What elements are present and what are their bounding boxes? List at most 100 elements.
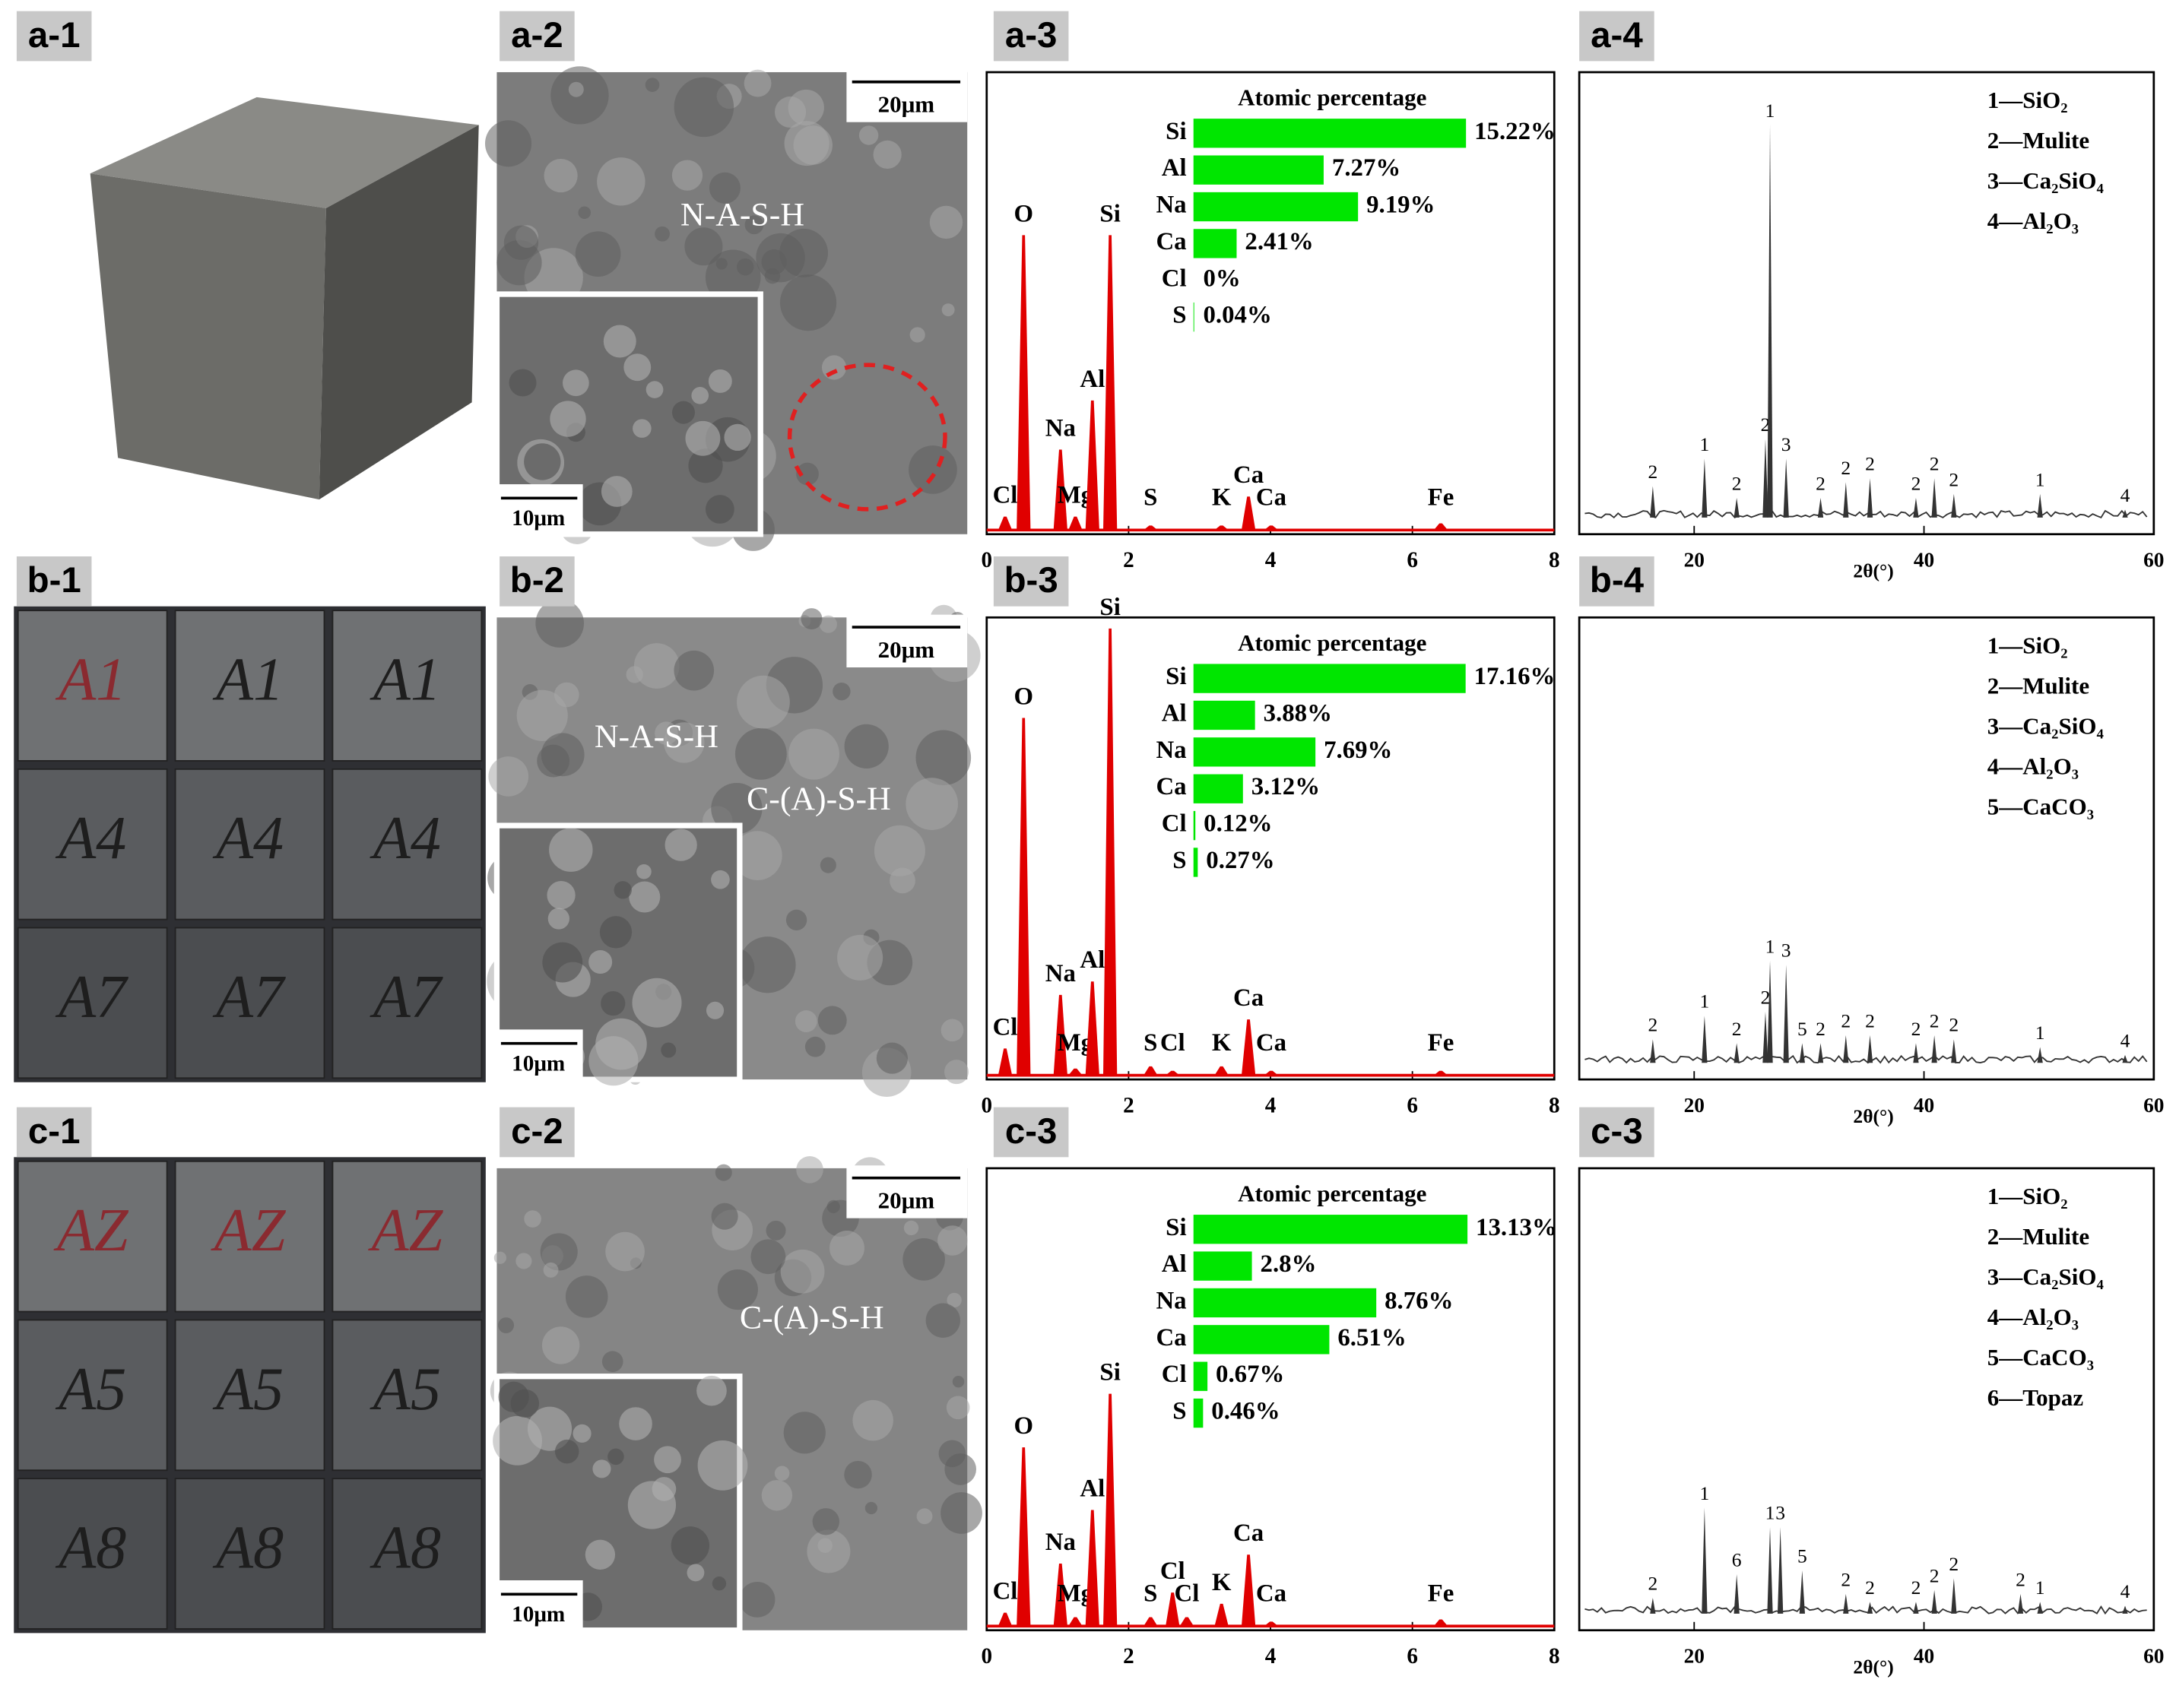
peak-label: 3 <box>1775 1502 1785 1524</box>
peak <box>1767 1527 1773 1614</box>
sem-texture <box>876 1042 908 1074</box>
sem-texture <box>715 1164 732 1181</box>
panel-label: b-1 <box>27 560 81 600</box>
sem-texture <box>535 599 585 648</box>
peak-label: 2 <box>1732 1018 1742 1040</box>
peak-label: 1 <box>1699 1482 1709 1504</box>
peak <box>1053 1563 1067 1627</box>
panel-label: b-3 <box>1004 560 1058 600</box>
sem-texture <box>788 728 839 780</box>
sem-texture <box>712 1576 727 1591</box>
sem-texture <box>688 448 723 483</box>
peak-label: 2 <box>1949 1014 1959 1036</box>
peak <box>1799 1570 1805 1614</box>
sem-texture <box>711 1203 738 1230</box>
peak <box>1702 1507 1708 1614</box>
value-label: 0% <box>1203 265 1240 292</box>
peak-label: 2 <box>1648 1014 1657 1036</box>
peak-label: 6 <box>1732 1549 1742 1571</box>
peak-label: 3 <box>1781 939 1791 961</box>
handwriting: A5 <box>370 1355 441 1423</box>
sem-texture <box>633 643 680 689</box>
bar-category: S <box>1172 1398 1186 1425</box>
value-label: 2.8% <box>1261 1250 1317 1278</box>
legend-entry: 6—Topaz <box>1987 1384 2084 1411</box>
handwriting: A8 <box>212 1513 284 1581</box>
sem-texture <box>488 756 529 797</box>
sem-texture <box>779 228 829 277</box>
bar-category: Cl <box>1162 265 1187 292</box>
peak <box>2017 1593 2024 1614</box>
value-label: 7.69% <box>1324 737 1392 764</box>
sem-texture <box>592 1459 611 1478</box>
handwriting: AZ <box>368 1196 444 1264</box>
peak <box>1913 1602 1919 1614</box>
peak <box>1053 449 1067 531</box>
peak <box>1103 235 1118 531</box>
bar-category: Si <box>1166 118 1186 145</box>
legend-entry: 1—SiO₂ <box>1987 1183 2068 1209</box>
sem-texture <box>744 69 772 97</box>
peak <box>1650 1598 1656 1614</box>
peak <box>1241 1554 1256 1627</box>
sample-block <box>17 1319 168 1472</box>
sem-texture <box>691 387 709 404</box>
value-label: 9.19% <box>1366 192 1435 219</box>
peak <box>998 516 1013 531</box>
noise-baseline <box>1584 509 2148 519</box>
peak-label: Na <box>1045 1529 1076 1556</box>
scale-label: 20μm <box>878 91 935 118</box>
sem-texture <box>568 81 584 97</box>
peak <box>1068 516 1083 531</box>
x-tick-label: 0 <box>981 1644 992 1668</box>
bar-category: Ca <box>1156 1324 1186 1352</box>
value-label: 17.16% <box>1474 663 1556 690</box>
peak <box>1867 1602 1873 1614</box>
phase-label: C-(A)-S-H <box>740 1300 884 1336</box>
peak <box>2037 493 2043 518</box>
sem-texture <box>796 1155 823 1184</box>
peak-label: Na <box>1045 960 1076 987</box>
panel-label: c-3 <box>1005 1111 1058 1152</box>
sem-texture <box>588 950 613 974</box>
x-tick-label: 8 <box>1549 548 1560 572</box>
sem-texture <box>697 1440 748 1491</box>
handwriting: A5 <box>55 1355 126 1423</box>
sem-texture <box>774 96 807 128</box>
sem-texture <box>909 445 957 494</box>
sem-texture <box>944 1453 976 1485</box>
x-tick-label: 2 <box>1123 1093 1134 1117</box>
peak-label: Cl <box>1160 1557 1185 1585</box>
bar-category: Cl <box>1162 810 1187 838</box>
panel-label: c-3 <box>1591 1111 1643 1152</box>
cube-top <box>90 97 479 208</box>
plot-frame <box>985 616 1556 1081</box>
peak <box>1068 1617 1083 1627</box>
sample-block <box>331 1160 483 1313</box>
sem-texture <box>509 369 537 397</box>
sem-texture <box>844 724 889 769</box>
sem-texture <box>795 1010 817 1032</box>
peak-label: 2 <box>1865 1576 1875 1599</box>
sem-texture <box>750 1239 786 1275</box>
panel-label-bg <box>993 11 1069 62</box>
bar <box>1193 1215 1468 1244</box>
x-tick-label: 60 <box>2143 549 2164 572</box>
sem-texture <box>671 1526 709 1565</box>
value-label: 3.88% <box>1264 700 1332 727</box>
x-tick-label: 4 <box>1265 1644 1277 1668</box>
legend-entry: 3—Ca₂SiO₄ <box>1987 1263 2104 1290</box>
peak <box>1085 1510 1099 1627</box>
sem-texture <box>852 1399 893 1441</box>
x-tick-label: 6 <box>1407 1093 1418 1117</box>
sem-texture <box>706 1001 725 1019</box>
sem-texture <box>902 1238 945 1281</box>
peak-label: Fe <box>1428 1029 1454 1057</box>
scale-box <box>846 69 968 122</box>
handwriting: A1 <box>212 645 284 713</box>
peak-label: 2 <box>1865 1009 1875 1031</box>
sem-texture <box>739 936 796 993</box>
bar <box>1193 119 1467 148</box>
scale-label: 10μm <box>512 1052 565 1076</box>
panel-label-bg <box>500 11 575 62</box>
